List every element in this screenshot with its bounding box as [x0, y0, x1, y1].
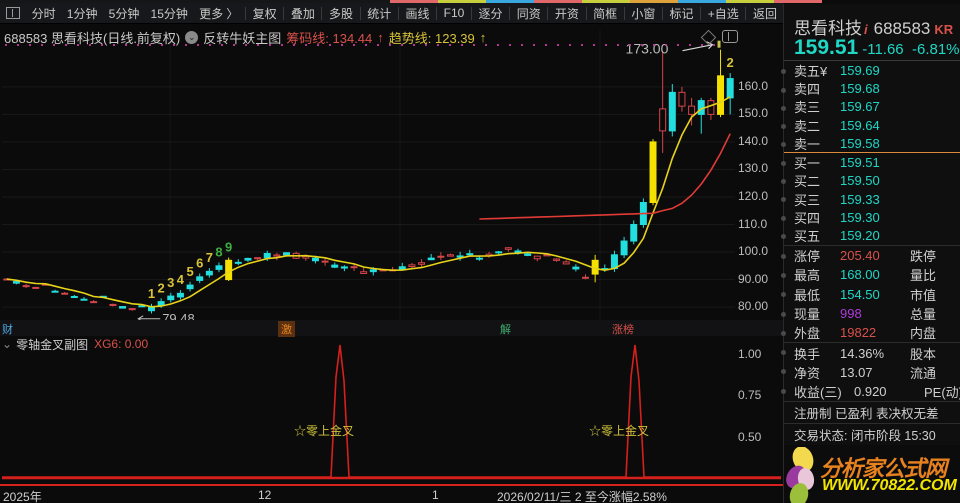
svg-text:6: 6: [196, 256, 203, 271]
svg-text:8: 8: [215, 245, 222, 260]
svg-text:4: 4: [177, 272, 185, 287]
svg-text:7: 7: [206, 250, 213, 265]
svg-text:5: 5: [186, 264, 193, 279]
svg-text:2: 2: [158, 280, 165, 295]
svg-text:3: 3: [167, 275, 174, 290]
svg-text:1: 1: [148, 286, 155, 301]
svg-text:2: 2: [727, 55, 734, 70]
svg-text:☆零上金叉: ☆零上金叉: [589, 423, 649, 438]
svg-text:9: 9: [225, 240, 232, 255]
svg-text:☆零上金叉: ☆零上金叉: [294, 423, 354, 438]
